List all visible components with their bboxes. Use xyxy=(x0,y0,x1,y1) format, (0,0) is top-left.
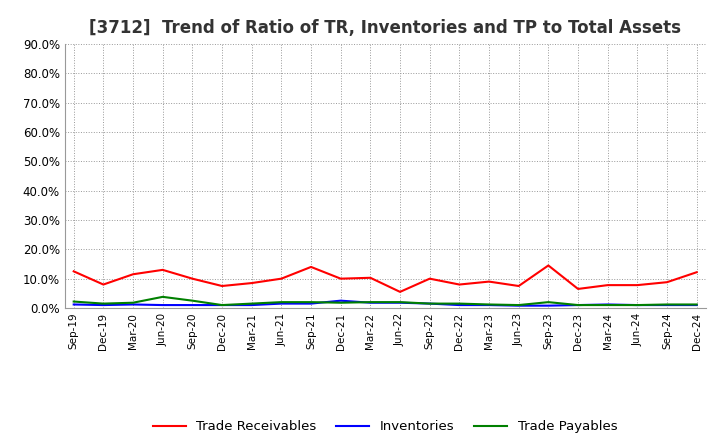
Trade Payables xyxy=(129,300,138,305)
Trade Payables xyxy=(277,300,286,305)
Trade Payables xyxy=(366,300,374,305)
Trade Receivables xyxy=(158,267,167,272)
Trade Payables xyxy=(99,301,108,306)
Trade Receivables xyxy=(485,279,493,284)
Line: Trade Payables: Trade Payables xyxy=(73,297,697,305)
Trade Payables xyxy=(514,302,523,308)
Trade Payables xyxy=(158,294,167,300)
Trade Payables xyxy=(693,302,701,307)
Inventories xyxy=(336,298,345,303)
Trade Receivables xyxy=(426,276,434,281)
Inventories xyxy=(99,302,108,308)
Trade Receivables xyxy=(188,276,197,281)
Line: Trade Receivables: Trade Receivables xyxy=(73,265,697,292)
Trade Receivables xyxy=(544,263,553,268)
Inventories xyxy=(307,301,315,306)
Trade Payables xyxy=(633,302,642,308)
Inventories xyxy=(455,302,464,308)
Inventories xyxy=(662,302,671,308)
Trade Receivables xyxy=(396,289,405,294)
Trade Payables xyxy=(426,301,434,306)
Trade Receivables xyxy=(603,282,612,288)
Trade Payables xyxy=(307,300,315,305)
Trade Receivables xyxy=(662,279,671,285)
Trade Receivables xyxy=(574,286,582,292)
Inventories xyxy=(544,303,553,308)
Trade Payables xyxy=(455,301,464,306)
Trade Receivables xyxy=(455,282,464,287)
Trade Receivables xyxy=(69,269,78,274)
Trade Payables xyxy=(336,300,345,305)
Trade Payables xyxy=(603,302,612,308)
Title: [3712]  Trend of Ratio of TR, Inventories and TP to Total Assets: [3712] Trend of Ratio of TR, Inventories… xyxy=(89,19,681,37)
Trade Payables xyxy=(248,301,256,306)
Trade Receivables xyxy=(366,275,374,280)
Inventories xyxy=(574,302,582,308)
Line: Inventories: Inventories xyxy=(73,301,697,306)
Trade Receivables xyxy=(129,271,138,277)
Inventories xyxy=(217,302,226,308)
Trade Receivables xyxy=(248,280,256,286)
Trade Receivables xyxy=(277,276,286,281)
Trade Payables xyxy=(188,298,197,303)
Trade Receivables xyxy=(307,264,315,270)
Trade Payables xyxy=(485,302,493,307)
Trade Payables xyxy=(217,302,226,308)
Trade Receivables xyxy=(99,282,108,287)
Legend: Trade Receivables, Inventories, Trade Payables: Trade Receivables, Inventories, Trade Pa… xyxy=(148,415,623,439)
Inventories xyxy=(158,302,167,308)
Trade Receivables xyxy=(217,283,226,289)
Inventories xyxy=(366,300,374,305)
Inventories xyxy=(633,302,642,308)
Inventories xyxy=(69,302,78,307)
Trade Receivables xyxy=(633,282,642,288)
Inventories xyxy=(426,301,434,306)
Inventories xyxy=(514,303,523,308)
Trade Payables xyxy=(69,299,78,304)
Trade Payables xyxy=(396,300,405,305)
Inventories xyxy=(277,301,286,306)
Trade Receivables xyxy=(693,270,701,275)
Trade Payables xyxy=(662,302,671,307)
Inventories xyxy=(188,302,197,308)
Inventories xyxy=(693,302,701,308)
Inventories xyxy=(485,302,493,308)
Trade Payables xyxy=(544,300,553,305)
Trade Payables xyxy=(574,302,582,308)
Inventories xyxy=(248,302,256,308)
Trade Receivables xyxy=(336,276,345,281)
Inventories xyxy=(603,302,612,307)
Inventories xyxy=(129,302,138,307)
Inventories xyxy=(396,300,405,305)
Trade Receivables xyxy=(514,283,523,289)
